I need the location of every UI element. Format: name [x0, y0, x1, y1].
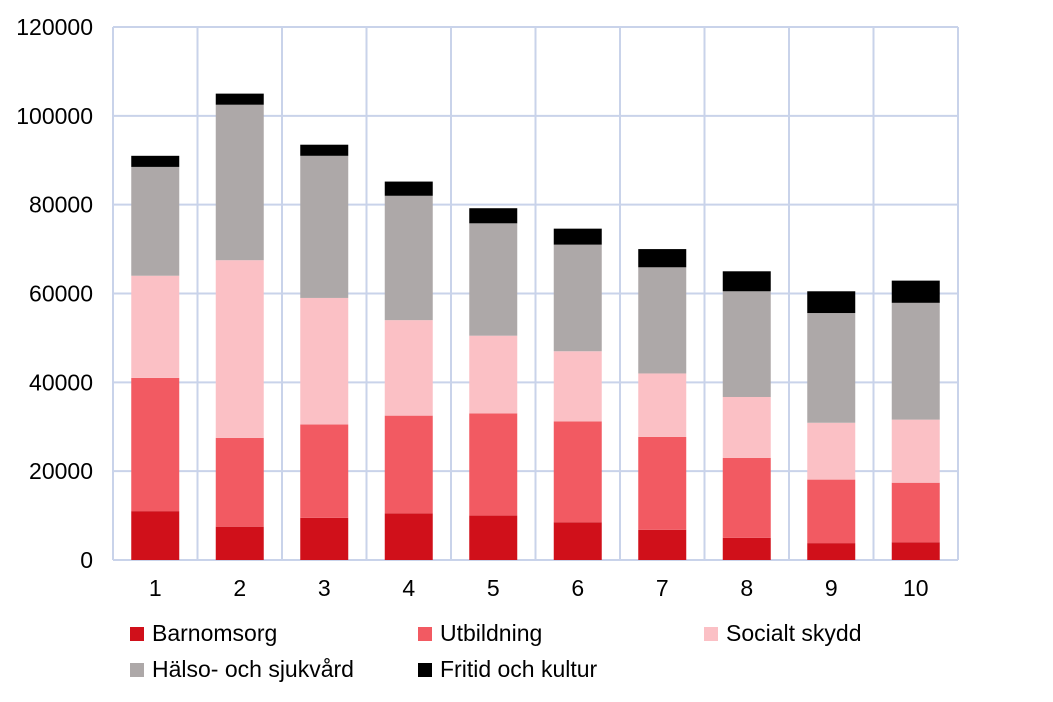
bar-segment-hälso-och-sjukvård-7	[638, 267, 687, 374]
bar-segment-utbildning-1	[131, 377, 180, 512]
legend-item-socialt-skydd: Socialt skydd	[704, 620, 862, 647]
bar-segment-utbildning-7	[638, 436, 687, 530]
bar-segment-fritid-och-kultur-9	[807, 291, 856, 314]
legend-label-fritid-och-kultur: Fritid och kultur	[440, 656, 598, 682]
x-tick-label: 2	[233, 575, 246, 601]
y-tick-label: 120000	[16, 14, 93, 40]
bar-segment-fritid-och-kultur-3	[300, 144, 349, 156]
bar-segment-fritid-och-kultur-2	[215, 93, 264, 105]
x-tick-label: 10	[903, 575, 929, 601]
bar-segment-socialt-skydd-1	[131, 275, 180, 378]
bar-segment-barnomsorg-6	[553, 522, 602, 560]
bar-segment-hälso-och-sjukvård-9	[807, 313, 856, 423]
legend-item-halso-och-sjukvard: Hälso- och sjukvård	[130, 656, 354, 683]
legend-label-barnomsorg: Barnomsorg	[152, 620, 278, 646]
bar-stacks	[131, 93, 940, 560]
bar-segment-utbildning-2	[215, 437, 264, 527]
x-tick-label: 6	[571, 575, 584, 601]
bar-segment-fritid-och-kultur-6	[553, 228, 602, 245]
bar-segment-fritid-och-kultur-7	[638, 249, 687, 268]
bar-segment-fritid-och-kultur-10	[891, 280, 940, 303]
y-tick-label: 40000	[29, 369, 93, 395]
bar-segment-utbildning-3	[300, 424, 349, 518]
legend-swatch-fritid-och-kultur	[418, 662, 432, 677]
bar-segment-hälso-och-sjukvård-5	[469, 223, 518, 336]
legend-item-utbildning: Utbildning	[418, 620, 542, 647]
y-axis-ticks: 0 20000 40000 60000 80000 100000 120000	[16, 14, 93, 573]
bar-segment-barnomsorg-3	[300, 517, 349, 560]
bar-segment-fritid-och-kultur-8	[722, 271, 771, 292]
x-tick-label: 5	[487, 575, 500, 601]
x-tick-label: 9	[825, 575, 838, 601]
y-tick-label: 100000	[16, 103, 93, 129]
x-tick-label: 3	[318, 575, 331, 601]
bar-segment-barnomsorg-2	[215, 526, 264, 560]
y-tick-label: 80000	[29, 192, 93, 218]
bar-segment-barnomsorg-7	[638, 529, 687, 560]
y-tick-label: 20000	[29, 458, 93, 484]
bar-segment-utbildning-4	[384, 415, 433, 514]
bar-segment-utbildning-6	[553, 421, 602, 523]
bar-segment-hälso-och-sjukvård-8	[722, 291, 771, 397]
legend-label-halso-och-sjukvard: Hälso- och sjukvård	[152, 656, 354, 682]
stacked-bar-chart: 0 20000 40000 60000 80000 100000 120000 1 2 3 4 5 6…	[16, 14, 959, 601]
y-tick-label: 60000	[29, 281, 93, 307]
legend-swatch-halso-och-sjukvard	[130, 662, 144, 677]
bar-segment-fritid-och-kultur-4	[384, 181, 433, 196]
bar-segment-hälso-och-sjukvård-10	[891, 302, 940, 420]
legend-label-socialt-skydd: Socialt skydd	[726, 620, 862, 646]
bar-segment-socialt-skydd-5	[469, 335, 518, 414]
bar-segment-hälso-och-sjukvård-6	[553, 244, 602, 352]
bar-segment-fritid-och-kultur-5	[469, 208, 518, 224]
x-tick-label: 4	[402, 575, 415, 601]
bar-segment-hälso-och-sjukvård-3	[300, 155, 349, 298]
legend-item-barnomsorg: Barnomsorg	[130, 620, 277, 647]
bar-segment-barnomsorg-9	[807, 543, 856, 560]
y-tick-label: 0	[80, 547, 93, 573]
bar-segment-socialt-skydd-4	[384, 320, 433, 416]
legend-swatch-socialt-skydd	[704, 626, 718, 641]
bar-segment-hälso-och-sjukvård-1	[131, 166, 180, 276]
bar-segment-barnomsorg-10	[891, 542, 940, 560]
bar-segment-socialt-skydd-8	[722, 396, 771, 458]
bar-segment-barnomsorg-8	[722, 537, 771, 560]
bar-segment-socialt-skydd-6	[553, 351, 602, 422]
bar-segment-socialt-skydd-10	[891, 419, 940, 483]
bar-segment-utbildning-8	[722, 457, 771, 538]
x-tick-label: 7	[656, 575, 669, 601]
bar-segment-utbildning-9	[807, 479, 856, 544]
legend-item-fritid-och-kultur: Fritid och kultur	[418, 656, 597, 683]
bar-segment-utbildning-10	[891, 482, 940, 543]
x-tick-label: 1	[149, 575, 162, 601]
bar-segment-socialt-skydd-2	[215, 260, 264, 438]
bar-segment-barnomsorg-5	[469, 515, 518, 560]
bar-segment-socialt-skydd-7	[638, 373, 687, 437]
bar-segment-socialt-skydd-3	[300, 297, 349, 425]
legend-swatch-barnomsorg	[130, 626, 144, 641]
x-tick-label: 8	[740, 575, 753, 601]
bar-segment-fritid-och-kultur-1	[131, 155, 180, 167]
bar-segment-hälso-och-sjukvård-2	[215, 104, 264, 261]
bar-segment-barnomsorg-4	[384, 513, 433, 560]
bar-segment-socialt-skydd-9	[807, 422, 856, 480]
bar-segment-barnomsorg-1	[131, 511, 180, 560]
bar-segment-utbildning-5	[469, 413, 518, 516]
legend-label-utbildning: Utbildning	[440, 620, 543, 646]
x-axis-ticks: 1 2 3 4 5 6 7 8 9 10	[149, 575, 929, 601]
bar-segment-hälso-och-sjukvård-4	[384, 195, 433, 321]
legend-swatch-utbildning	[418, 626, 432, 641]
